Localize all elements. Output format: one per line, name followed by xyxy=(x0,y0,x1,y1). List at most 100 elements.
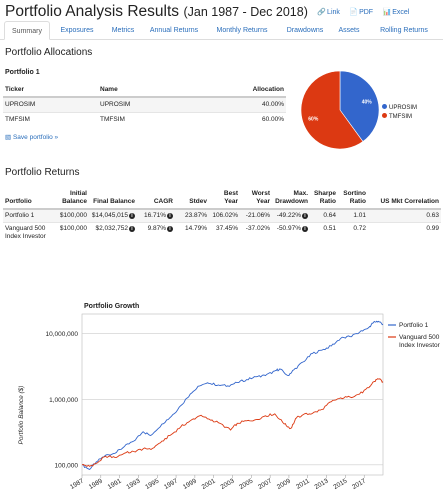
initial-balance-cell: $100,000 xyxy=(55,222,89,243)
portfolio-growth-chart: Portfolio Growth Portfolio Balance ($) 1… xyxy=(18,303,441,491)
name-cell: UPROSIM xyxy=(98,96,191,112)
column-header: Worst Year xyxy=(240,185,272,210)
column-header: US Mkt Correlation xyxy=(368,185,441,210)
tab-rolling-returns[interactable]: Rolling Returns xyxy=(380,27,428,34)
legend-label: Vanguard 500 Index Investor xyxy=(399,334,441,349)
column-header: Stdev xyxy=(175,185,209,210)
column-header: Initial Balance xyxy=(55,185,89,210)
legend-swatch xyxy=(382,104,387,109)
sharpe-cell: 0.51 xyxy=(310,222,338,243)
pie-slice-uprosim xyxy=(339,70,380,142)
y-tick-label: 100,000 xyxy=(55,462,79,469)
x-tick-label: 2011 xyxy=(295,477,311,490)
y-axis-ticks: 100,000 1,000,000 10,000,000 xyxy=(45,331,78,469)
y-axis-label: Portfolio Balance ($) xyxy=(18,386,25,445)
chart-legend: Portfolio 1 Vanguard 500 Index Investor xyxy=(388,322,441,349)
legend-label: Portfolio 1 xyxy=(399,322,429,329)
series-line-portfolio-1 xyxy=(81,320,384,471)
excel-button[interactable]: 📊Excel xyxy=(382,9,410,16)
ticker-cell: TMFSIM xyxy=(3,111,98,127)
series-line-vanguard-500 xyxy=(81,378,384,467)
final-balance-cell: $14,045,015 i xyxy=(89,208,137,223)
page-header: Portfolio Analysis Results (Jan 1987 - D… xyxy=(5,3,443,23)
chart-title: Portfolio Growth xyxy=(84,303,139,310)
x-tick-label: 2005 xyxy=(238,477,254,490)
tab-bar: Summary Exposures Metrics Annual Returns… xyxy=(0,21,443,40)
stdev-cell: 23.87% xyxy=(175,208,209,223)
pdf-icon: 📄 xyxy=(349,9,359,16)
sharpe-cell: 0.64 xyxy=(310,208,338,223)
info-icon[interactable]: i xyxy=(167,213,173,219)
x-tick-label: 1997 xyxy=(163,477,179,490)
tab-monthly-returns[interactable]: Monthly Returns xyxy=(216,27,268,34)
best-year-cell: 106.02% xyxy=(209,208,240,223)
column-header: Allocation xyxy=(190,82,286,98)
column-header: Max. Drawdown xyxy=(272,185,310,210)
link-button[interactable]: 🔗Link xyxy=(317,9,340,16)
name-cell: TMFSIM xyxy=(98,111,191,127)
returns-heading: Portfolio Returns xyxy=(5,167,80,178)
info-icon[interactable]: i xyxy=(129,213,135,219)
allocation-pie-chart: 40% 60% xyxy=(300,70,380,150)
table-row: Portfolio 1 $100,000 $14,045,015 i 16.71%… xyxy=(3,208,441,223)
allocations-table: Ticker Name Allocation UPROSIM UPROSIM 4… xyxy=(3,82,286,127)
column-header: Ticker xyxy=(3,82,98,98)
allocations-subheading: Portfolio 1 xyxy=(5,69,40,76)
correlation-cell: 0.63 xyxy=(368,208,441,223)
info-icon[interactable]: i xyxy=(302,213,308,219)
series-lines xyxy=(81,320,384,471)
cagr-cell: 9.87% i xyxy=(137,222,175,243)
x-axis-ticks: 1987 1989 1991 1993 1995 1997 1999 2001 2003 2005… xyxy=(69,475,368,491)
pie-slice-tmfsim xyxy=(300,70,364,150)
x-tick-label: 2013 xyxy=(314,477,330,490)
info-icon[interactable]: i xyxy=(129,226,135,232)
sortino-cell: 0.72 xyxy=(338,222,368,243)
x-tick-label: 2007 xyxy=(257,477,273,490)
tab-metrics[interactable]: Metrics xyxy=(111,27,135,34)
excel-icon: 📊 xyxy=(382,9,392,16)
pie-legend-item: UPROSIM xyxy=(382,104,417,111)
x-tick-label: 1987 xyxy=(69,477,85,490)
tab-summary[interactable]: Summary xyxy=(4,21,50,40)
x-tick-label: 2003 xyxy=(219,477,235,490)
tab-exposures[interactable]: Exposures xyxy=(60,27,94,34)
ticker-cell: UPROSIM xyxy=(3,96,98,112)
x-tick-label: 1993 xyxy=(125,477,141,490)
column-header: Sortino Ratio xyxy=(338,185,368,210)
best-year-cell: 37.45% xyxy=(209,222,240,243)
column-header: Sharpe Ratio xyxy=(310,185,338,210)
grid xyxy=(81,313,384,476)
column-header: Name xyxy=(98,82,191,98)
tab-annual-returns[interactable]: Annual Returns xyxy=(149,27,199,34)
link-icon: 🔗 xyxy=(317,9,327,16)
allocation-cell: 40.00% xyxy=(190,96,286,112)
initial-balance-cell: $100,000 xyxy=(55,208,89,223)
tab-drawdowns[interactable]: Drawdowns xyxy=(286,27,324,34)
x-tick-label: 1991 xyxy=(107,477,123,490)
save-portfolio-link[interactable]: ▧ Save portfolio » xyxy=(5,134,59,141)
sortino-cell: 1.01 xyxy=(338,208,368,223)
tab-assets[interactable]: Assets xyxy=(338,27,360,34)
page-title: Portfolio Analysis Results xyxy=(5,3,180,20)
x-tick-label: 1989 xyxy=(88,477,104,490)
y-tick-label: 10,000,000 xyxy=(45,331,78,338)
table-row: Vanguard 500 Index Investor $100,000 $2,… xyxy=(3,222,441,243)
info-icon[interactable]: i xyxy=(167,226,173,232)
table-header-row: Ticker Name Allocation xyxy=(3,82,286,98)
returns-table: Portfolio Initial Balance Final Balance … xyxy=(3,185,441,243)
portfolio-cell: Portfolio 1 xyxy=(3,208,55,223)
column-header: Final Balance xyxy=(89,185,137,210)
column-header: CAGR xyxy=(137,185,175,210)
worst-year-cell: -37.02% xyxy=(240,222,272,243)
x-tick-label: 2015 xyxy=(332,477,348,490)
cagr-cell: 16.71% i xyxy=(137,208,175,223)
x-tick-label: 1999 xyxy=(182,477,198,490)
info-icon[interactable]: i xyxy=(302,226,308,232)
column-header: Portfolio xyxy=(3,185,55,210)
x-tick-label: 1995 xyxy=(144,477,160,490)
table-header-row: Portfolio Initial Balance Final Balance … xyxy=(3,185,441,210)
pie-slice-label: 60% xyxy=(308,117,319,123)
max-drawdown-cell: -49.22% i xyxy=(272,208,310,223)
pie-slice-label: 40% xyxy=(362,99,373,105)
pdf-button[interactable]: 📄PDF xyxy=(349,9,374,16)
